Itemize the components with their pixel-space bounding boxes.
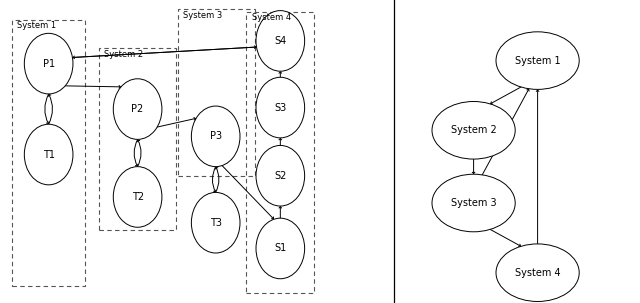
- Text: System 4: System 4: [515, 268, 561, 278]
- Text: S4: S4: [274, 36, 287, 46]
- Text: System 1: System 1: [17, 21, 56, 30]
- Text: System 3: System 3: [183, 11, 222, 20]
- Text: T3: T3: [210, 218, 221, 228]
- Ellipse shape: [496, 244, 579, 301]
- Text: System 1: System 1: [515, 55, 561, 66]
- Ellipse shape: [24, 124, 73, 185]
- Text: T1: T1: [43, 149, 54, 160]
- Ellipse shape: [432, 102, 515, 159]
- Text: P3: P3: [210, 131, 221, 142]
- Ellipse shape: [191, 106, 240, 167]
- Text: T2: T2: [132, 192, 143, 202]
- Text: P1: P1: [43, 58, 54, 69]
- Text: S3: S3: [274, 102, 287, 113]
- Ellipse shape: [24, 33, 73, 94]
- Ellipse shape: [256, 77, 305, 138]
- Text: P2: P2: [131, 104, 144, 114]
- Ellipse shape: [256, 11, 305, 71]
- Ellipse shape: [496, 32, 579, 89]
- Ellipse shape: [432, 174, 515, 232]
- Ellipse shape: [113, 79, 162, 139]
- Ellipse shape: [113, 167, 162, 227]
- Text: System 4: System 4: [252, 13, 291, 22]
- Text: System 3: System 3: [451, 198, 497, 208]
- Ellipse shape: [256, 218, 305, 279]
- Text: S2: S2: [274, 171, 287, 181]
- Ellipse shape: [256, 145, 305, 206]
- Text: System 2: System 2: [104, 50, 143, 59]
- Text: System 2: System 2: [451, 125, 497, 135]
- Ellipse shape: [191, 192, 240, 253]
- Text: S1: S1: [274, 243, 287, 254]
